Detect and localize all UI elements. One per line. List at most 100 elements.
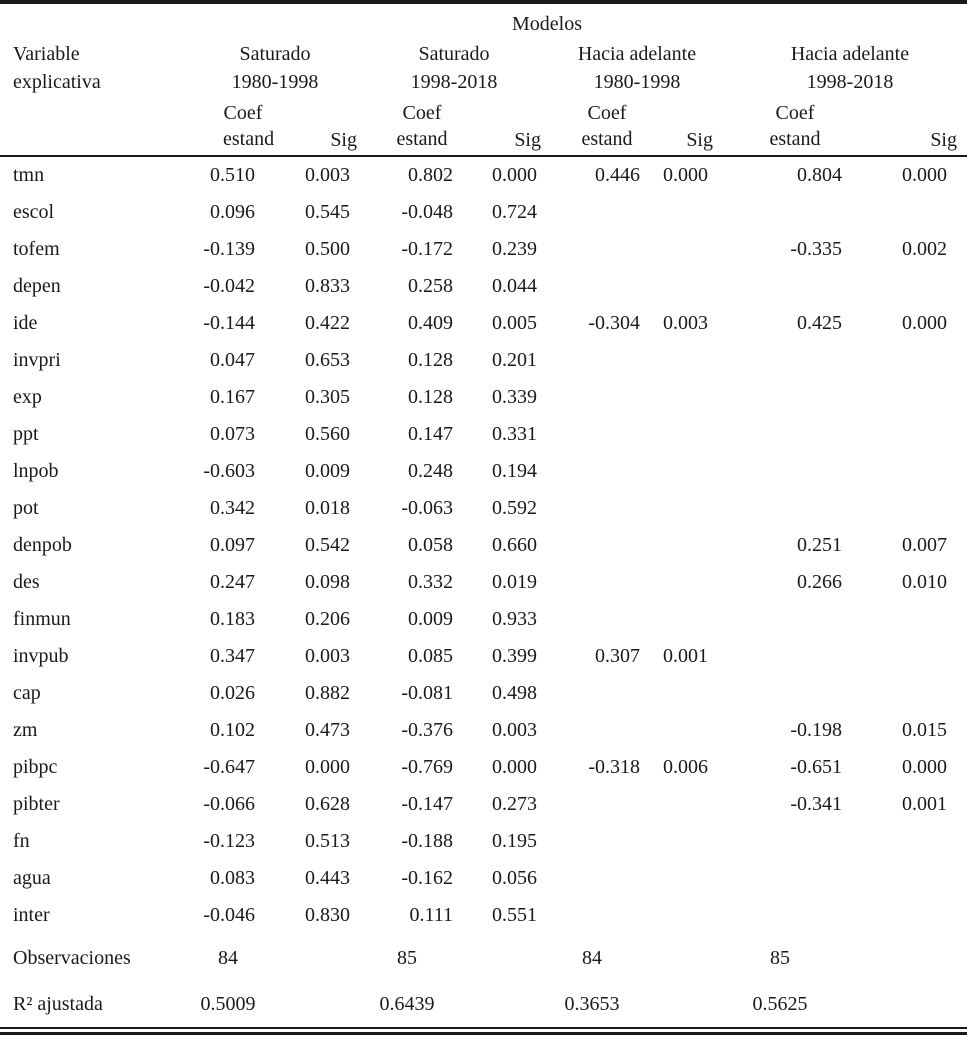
- sig-cell: 0.422: [305, 312, 350, 334]
- coef-cell: 0.128: [408, 386, 453, 408]
- coef-cell: -0.162: [401, 867, 453, 889]
- model-group-adelante-1980: Hacia adelante 1980-1998: [541, 37, 713, 96]
- observations-row: Observaciones 84 85 84 85: [0, 934, 967, 979]
- coef-cell: 0.802: [408, 164, 453, 186]
- sig-cell: [643, 379, 713, 416]
- title-row: Modelos: [0, 2, 967, 37]
- sig-cell: 0.830: [305, 904, 350, 926]
- table-header: Modelos Variable explicativa Saturado 19…: [0, 2, 967, 156]
- coef-cell: [541, 379, 643, 416]
- coef-cell: 0.247: [210, 571, 255, 593]
- sig-cell: 0.592: [492, 497, 537, 519]
- sig-cell: 0.724: [492, 201, 537, 223]
- group-header-row: Variable explicativa Saturado 1980-1998 …: [0, 37, 967, 96]
- table-row: finmun 0.183 0.206 0.009 0.933: [0, 601, 967, 638]
- group-period: 1980-1998: [231, 71, 319, 93]
- sig-cell: 0.003: [305, 164, 350, 186]
- sig-cell: 0.000: [902, 164, 947, 186]
- empty-cell: [457, 979, 541, 1028]
- table-row: agua 0.083 0.443 -0.162 0.056: [0, 860, 967, 897]
- empty-cell: [643, 979, 713, 1028]
- sig-header: Sig: [330, 129, 357, 151]
- model-group-saturado-1998: Saturado 1998-2018: [357, 37, 541, 96]
- row-variable-label: ppt: [13, 423, 39, 445]
- sig-cell: 0.194: [492, 460, 537, 482]
- row-variable-label: inter: [13, 904, 50, 926]
- r-squared-value: 0.3653: [564, 993, 620, 1015]
- coef-cell: [541, 712, 643, 749]
- coef-cell: 0.167: [210, 386, 255, 408]
- table-row: invpri 0.047 0.653 0.128 0.201: [0, 342, 967, 379]
- row-variable-label: invpub: [13, 645, 69, 667]
- sig-cell: 0.305: [305, 386, 350, 408]
- coef-cell: [713, 823, 847, 860]
- sig-cell: 0.018: [305, 497, 350, 519]
- coef-header-line2: estand: [581, 128, 633, 150]
- coef-cell: -0.066: [203, 793, 255, 815]
- coef-cell: 0.342: [210, 497, 255, 519]
- row-variable-label: tofem: [13, 238, 60, 260]
- variable-column-header: Variable explicativa: [0, 37, 193, 156]
- coef-cell: [541, 268, 643, 305]
- sig-cell: 0.833: [305, 275, 350, 297]
- coef-header-line2: estand: [396, 128, 448, 150]
- empty-cell: [263, 979, 357, 1028]
- sig-cell: 0.201: [492, 349, 537, 371]
- sig-cell: 0.560: [305, 423, 350, 445]
- observations-value: 85: [397, 947, 417, 969]
- sig-cell: [847, 268, 967, 305]
- table-row: tofem -0.139 0.500 -0.172 0.239 -0.335 0.002: [0, 231, 967, 268]
- group-period: 1998-2018: [410, 71, 498, 93]
- sig-cell: 0.513: [305, 830, 350, 852]
- coef-header-line1: Coef: [775, 102, 815, 124]
- coef-cell: [541, 823, 643, 860]
- coef-cell: -0.318: [588, 756, 640, 778]
- coef-cell: [541, 601, 643, 638]
- r-squared-row: R² ajustada 0.5009 0.6439 0.3653 0.5625: [0, 979, 967, 1028]
- r-squared-value: 0.5625: [752, 993, 808, 1015]
- row-variable-label: ide: [13, 312, 38, 334]
- sig-cell: 0.882: [305, 682, 350, 704]
- sig-cell: 0.015: [902, 719, 947, 741]
- coef-cell: 0.026: [210, 682, 255, 704]
- sig-cell: 0.003: [492, 719, 537, 741]
- sig-cell: 0.006: [663, 756, 708, 778]
- row-variable-label: agua: [13, 867, 51, 889]
- coef-cell: -0.172: [401, 238, 453, 260]
- sig-cell: 0.551: [492, 904, 537, 926]
- coef-cell: -0.063: [401, 497, 453, 519]
- coef-cell: -0.048: [401, 201, 453, 223]
- coef-cell: -0.603: [203, 460, 255, 482]
- sig-cell: 0.545: [305, 201, 350, 223]
- observations-value: 85: [770, 947, 790, 969]
- coef-cell: [541, 527, 643, 564]
- sig-cell: [847, 638, 967, 675]
- table-bottom-rule: [0, 1032, 967, 1035]
- sig-cell: 0.007: [902, 534, 947, 556]
- coef-cell: 0.047: [210, 349, 255, 371]
- coef-cell: [541, 194, 643, 231]
- sig-cell: [643, 268, 713, 305]
- sig-cell: [643, 786, 713, 823]
- table-row: pibter -0.066 0.628 -0.147 0.273 -0.341 0.001: [0, 786, 967, 823]
- sig-cell: [847, 342, 967, 379]
- coef-estand-header: Coef estand: [541, 96, 643, 156]
- sig-cell: 0.009: [305, 460, 350, 482]
- row-variable-label: escol: [13, 201, 55, 223]
- coef-cell: 0.073: [210, 423, 255, 445]
- coef-cell: -0.647: [203, 756, 255, 778]
- sig-cell: 0.044: [492, 275, 537, 297]
- coef-header-line2: estand: [769, 128, 821, 150]
- coef-cell: -0.651: [790, 756, 842, 778]
- table-body: tmn 0.510 0.003 0.802 0.000 0.446 0.000 0.804 0.…: [0, 156, 967, 934]
- coef-cell: [541, 786, 643, 823]
- group-period: 1980-1998: [593, 71, 681, 93]
- group-name: Saturado: [239, 43, 311, 65]
- sig-cell: 0.473: [305, 719, 350, 741]
- coef-cell: -0.304: [588, 312, 640, 334]
- sig-cell: 0.010: [902, 571, 947, 593]
- table-row: cap 0.026 0.882 -0.081 0.498: [0, 675, 967, 712]
- coef-cell: [713, 860, 847, 897]
- row-variable-label: fn: [13, 830, 30, 852]
